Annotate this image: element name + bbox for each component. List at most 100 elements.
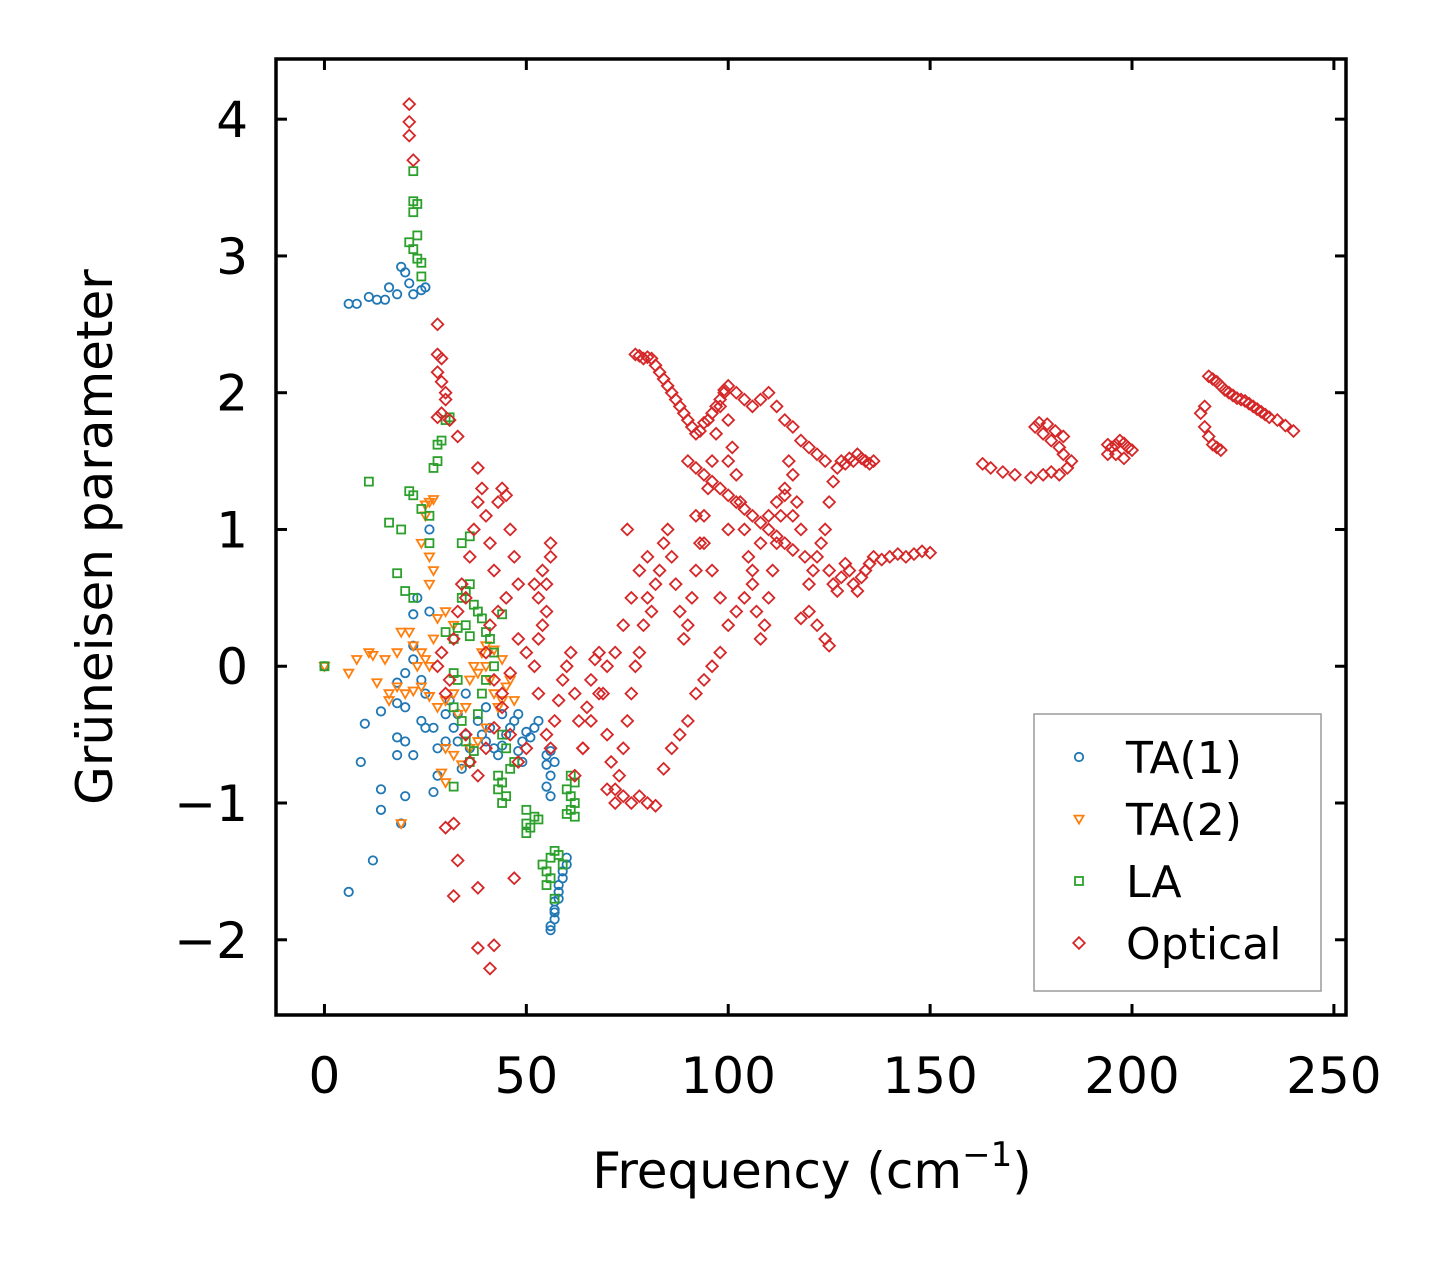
x-axis-label: Frequency (cm−1) [592, 1135, 1032, 1200]
data-point [355, 756, 366, 768]
data-point [408, 289, 419, 300]
data-point [769, 495, 784, 510]
data-point [652, 563, 667, 578]
data-point [448, 633, 459, 644]
y-tick-label: −2 [174, 912, 248, 970]
data-point [1108, 447, 1123, 462]
data-point [402, 128, 417, 143]
data-point [680, 618, 695, 633]
data-point [543, 536, 558, 551]
data-point [486, 720, 502, 735]
data-point [620, 522, 635, 537]
data-point [721, 488, 736, 503]
data-point [531, 631, 546, 646]
data-point [416, 271, 427, 282]
data-point [745, 399, 760, 414]
legend: TA(1) TA(2) LA Optical [1033, 713, 1322, 992]
data-point [567, 686, 582, 701]
data-point [416, 257, 427, 268]
data-point [632, 563, 647, 578]
data-point [463, 675, 476, 687]
data-point [660, 522, 675, 537]
data-point [450, 429, 465, 444]
data-point [400, 791, 411, 802]
data-point [814, 536, 829, 551]
data-point [777, 412, 792, 428]
data-point [777, 536, 792, 551]
data-point [729, 385, 744, 400]
data-point [459, 702, 472, 714]
data-point [408, 244, 419, 255]
data-point [713, 590, 728, 605]
data-point [407, 641, 420, 653]
data-point [491, 495, 506, 510]
data-point [809, 549, 825, 564]
data-point [793, 433, 808, 448]
y-tick-label: 3 [216, 228, 248, 286]
data-point [600, 782, 615, 797]
data-point [636, 618, 651, 633]
data-point [511, 631, 526, 646]
data-point [431, 702, 444, 714]
data-point [1052, 467, 1067, 482]
data-point [834, 570, 849, 585]
data-point [866, 454, 881, 469]
data-point [713, 392, 728, 407]
data-point [456, 763, 467, 774]
data-point [604, 754, 619, 770]
data-point [561, 784, 572, 795]
data-point [464, 757, 475, 767]
data-point [721, 618, 736, 633]
data-point [705, 454, 720, 469]
data-point [801, 604, 817, 619]
data-point [1100, 437, 1115, 452]
data-point [890, 547, 905, 562]
data-point [620, 713, 635, 729]
x-tick-label: 100 [681, 1047, 776, 1105]
data-point [975, 456, 990, 471]
data-point [423, 692, 436, 703]
data-point [378, 655, 392, 666]
x-tick-label: 50 [495, 1047, 559, 1105]
data-point [531, 686, 546, 701]
data-point [737, 522, 752, 537]
x-tick-label: 250 [1286, 1047, 1381, 1105]
data-point [400, 667, 411, 679]
data-point [395, 819, 408, 830]
data-point [914, 544, 930, 559]
data-point [692, 536, 708, 551]
data-point [485, 633, 495, 644]
data-point [438, 820, 453, 835]
data-point [923, 545, 938, 560]
data-point [729, 495, 744, 510]
data-point [773, 508, 788, 523]
data-point [471, 668, 485, 680]
plot-frame [274, 57, 1348, 1017]
data-point [478, 741, 494, 756]
data-point [370, 678, 384, 690]
data-point [497, 729, 508, 740]
data-point [793, 611, 808, 626]
data-point [447, 620, 460, 632]
data-point [439, 744, 452, 755]
data-point [705, 659, 720, 674]
data-point [392, 568, 403, 579]
data-point [415, 538, 428, 550]
data-point [1064, 454, 1079, 469]
data-point [1040, 417, 1055, 432]
legend-item: TA(1) [1073, 733, 1242, 784]
data-point [809, 618, 825, 633]
data-point [471, 737, 485, 748]
data-point [696, 672, 712, 687]
data-point [424, 510, 435, 521]
data-point [801, 577, 817, 592]
data-point [501, 743, 512, 754]
data-point [745, 577, 760, 592]
legend-marker [1073, 751, 1085, 763]
data-point [497, 777, 508, 788]
data-point [435, 768, 448, 780]
data-point [448, 702, 459, 713]
data-point [616, 789, 631, 804]
data-point [527, 659, 542, 674]
data-point [400, 702, 411, 713]
